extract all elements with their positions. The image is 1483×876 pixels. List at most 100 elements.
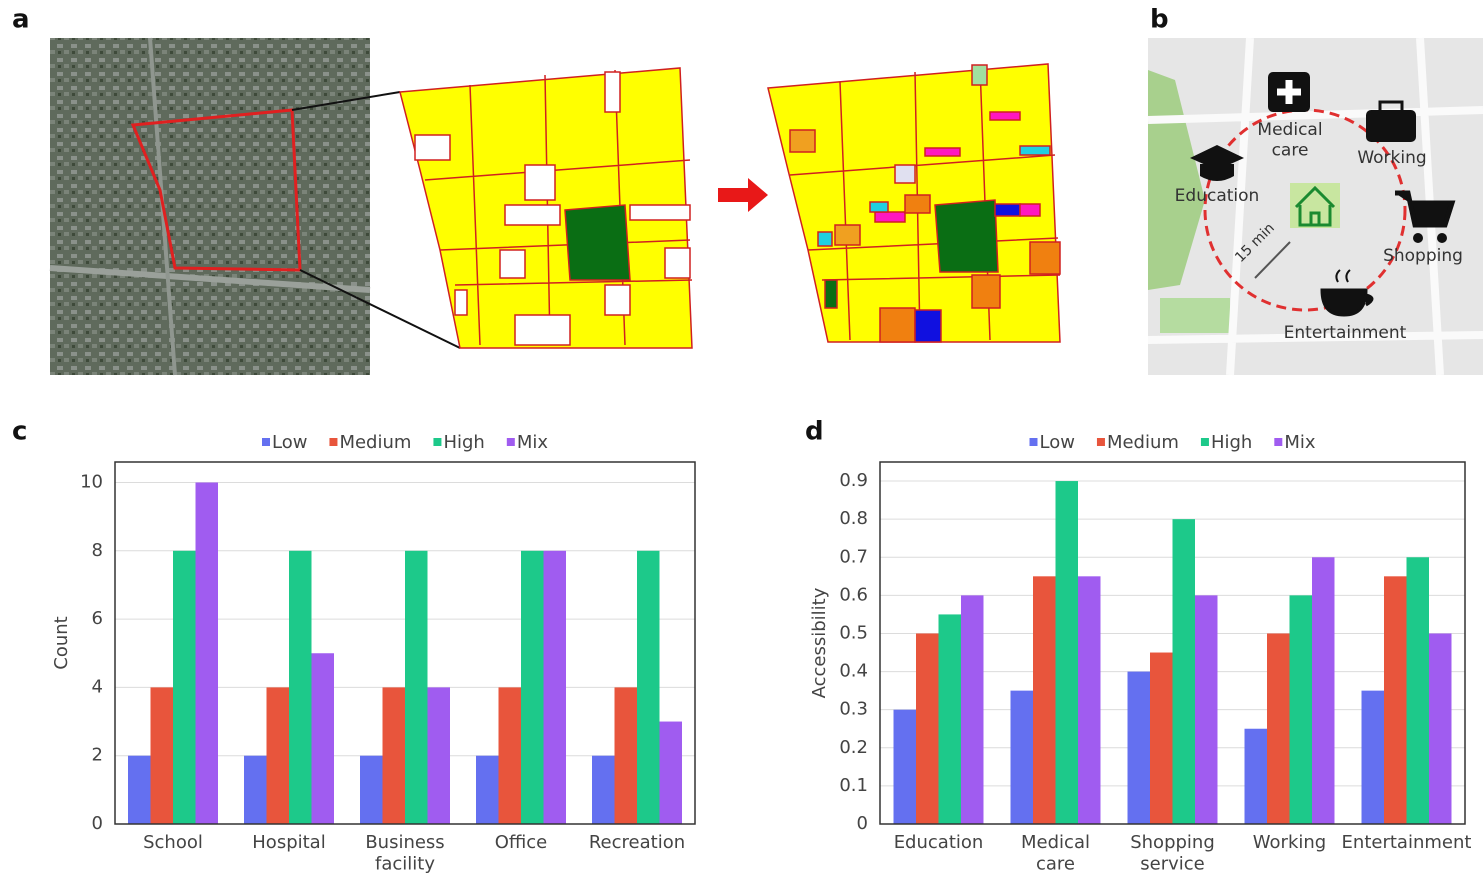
legend-label: Medium bbox=[339, 432, 411, 453]
bar bbox=[1078, 576, 1101, 824]
bar bbox=[1173, 519, 1196, 824]
y-tick-label: 8 bbox=[92, 540, 103, 561]
bar bbox=[1033, 576, 1056, 824]
bar bbox=[1011, 691, 1034, 824]
bar bbox=[267, 687, 290, 824]
legend-swatch bbox=[433, 438, 441, 446]
bar bbox=[499, 687, 522, 824]
parcel-map bbox=[768, 64, 1060, 342]
bar bbox=[615, 687, 638, 824]
bar bbox=[405, 551, 428, 824]
legend-swatch bbox=[329, 438, 337, 446]
bar bbox=[1150, 653, 1173, 824]
y-tick-label: 0.3 bbox=[839, 699, 868, 720]
education-icon bbox=[1200, 164, 1234, 181]
bar bbox=[128, 756, 151, 824]
arrow bbox=[718, 178, 768, 212]
bar bbox=[961, 595, 984, 824]
y-axis-label: Accessibility bbox=[809, 587, 830, 698]
bar bbox=[1056, 481, 1079, 824]
x-tick-label: Working bbox=[1253, 832, 1326, 853]
y-tick-label: 2 bbox=[92, 745, 103, 766]
bar bbox=[173, 551, 196, 824]
bar bbox=[1407, 557, 1430, 824]
x-tick-label: Medicalcare bbox=[1021, 832, 1090, 875]
panel-label: b bbox=[1150, 5, 1169, 35]
bar bbox=[312, 653, 335, 824]
bar bbox=[196, 482, 219, 824]
bar bbox=[151, 687, 174, 824]
legend-swatch bbox=[507, 438, 515, 446]
bar bbox=[916, 633, 939, 824]
x-tick-label: School bbox=[143, 832, 203, 853]
y-axis-label: Count bbox=[51, 616, 72, 669]
legend-label: Low bbox=[272, 432, 307, 453]
shopping-icon bbox=[1437, 233, 1447, 243]
x-tick-label: Recreation bbox=[589, 832, 685, 853]
panel-label: d bbox=[805, 417, 824, 447]
bar bbox=[428, 687, 451, 824]
bar bbox=[289, 551, 312, 824]
legend-label: Mix bbox=[1284, 432, 1316, 453]
working-icon bbox=[1366, 110, 1416, 142]
bar bbox=[1362, 691, 1385, 824]
parcel-map bbox=[400, 68, 692, 348]
y-tick-label: 10 bbox=[80, 471, 103, 492]
y-tick-label: 0.4 bbox=[839, 661, 868, 682]
y-tick-label: 0.9 bbox=[839, 470, 868, 491]
bar bbox=[476, 756, 499, 824]
y-tick-label: 0.6 bbox=[839, 584, 868, 605]
legend-label: Mix bbox=[517, 432, 549, 453]
bar bbox=[894, 710, 917, 824]
bar bbox=[521, 551, 544, 824]
map-label: Entertainment bbox=[1284, 323, 1407, 343]
shopping-icon bbox=[1413, 233, 1423, 243]
bar bbox=[360, 756, 383, 824]
x-tick-label: Hospital bbox=[252, 832, 325, 853]
bar bbox=[244, 756, 267, 824]
bar bbox=[660, 722, 683, 824]
bar bbox=[1245, 729, 1268, 824]
y-tick-label: 0.1 bbox=[839, 775, 868, 796]
y-tick-label: 6 bbox=[92, 608, 103, 629]
y-tick-label: 0.8 bbox=[839, 508, 868, 529]
x-tick-label: Entertainment bbox=[1342, 832, 1472, 853]
bar bbox=[1267, 633, 1290, 824]
map-label: Shopping bbox=[1383, 246, 1463, 266]
satellite-image bbox=[50, 38, 370, 375]
y-tick-label: 4 bbox=[92, 676, 103, 697]
x-tick-label: Office bbox=[495, 832, 548, 853]
legend-swatch bbox=[1030, 438, 1038, 446]
legend-label: High bbox=[443, 432, 484, 453]
legend-swatch bbox=[1097, 438, 1105, 446]
bar bbox=[1128, 672, 1151, 824]
legend-swatch bbox=[262, 438, 270, 446]
legend-label: Low bbox=[1040, 432, 1075, 453]
bar bbox=[592, 756, 615, 824]
map-label: Working bbox=[1357, 148, 1426, 168]
panel-label: a bbox=[12, 5, 30, 35]
panel-label: c bbox=[12, 417, 27, 447]
bar bbox=[1429, 633, 1452, 824]
legend-label: Medium bbox=[1107, 432, 1179, 453]
legend-label: High bbox=[1211, 432, 1252, 453]
bar bbox=[383, 687, 406, 824]
figure: Medicalcare Working Education Shopping E… bbox=[0, 0, 1483, 876]
legend-swatch bbox=[1274, 438, 1282, 446]
bar bbox=[1384, 576, 1407, 824]
y-tick-label: 0.5 bbox=[839, 622, 868, 643]
bar bbox=[637, 551, 660, 824]
y-tick-label: 0 bbox=[857, 813, 868, 834]
legend-swatch bbox=[1201, 438, 1209, 446]
x-tick-label: Education bbox=[894, 832, 984, 853]
map-label: Education bbox=[1175, 186, 1260, 206]
park bbox=[1160, 298, 1230, 333]
bar bbox=[1312, 557, 1335, 824]
bar bbox=[1195, 595, 1218, 824]
bar bbox=[939, 614, 962, 824]
y-tick-label: 0 bbox=[92, 813, 103, 834]
bar bbox=[544, 551, 567, 824]
bar bbox=[1290, 595, 1313, 824]
